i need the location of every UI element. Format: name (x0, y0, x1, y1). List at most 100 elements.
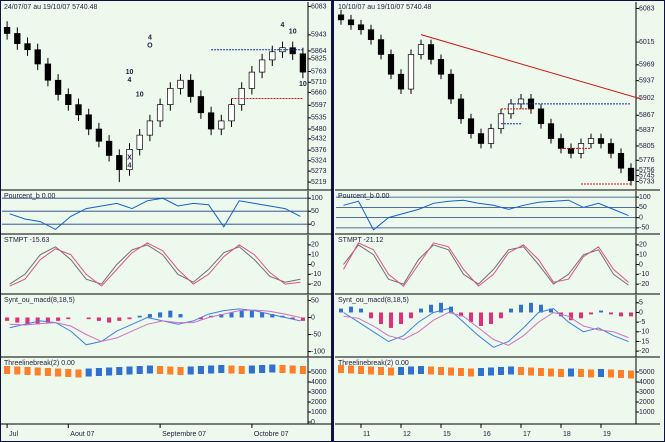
candle-body (116, 155, 123, 171)
y-tick-label: -20 (311, 281, 321, 288)
histogram-bar (249, 310, 254, 318)
histogram-bar (459, 312, 463, 317)
histogram-bar (419, 308, 423, 313)
break-bar (44, 368, 51, 376)
break-bar (458, 368, 464, 376)
candle-body (289, 47, 296, 55)
candle-body (337, 14, 345, 21)
break-bar (578, 369, 584, 377)
candle-body (136, 134, 143, 150)
y-tick-label: 5480 (311, 126, 327, 133)
y-tick-label: 5867 (639, 112, 655, 119)
y-tick-label: 5432 (311, 136, 327, 143)
y-tick-label: 20 (639, 242, 647, 249)
break-bar (348, 365, 354, 374)
candle-body (437, 59, 445, 75)
y-tick-label: 6083 (639, 5, 655, 12)
break-bar (628, 370, 634, 379)
y-tick-label: 10 (311, 252, 319, 259)
break-bar (548, 368, 554, 377)
pane-title: 10/10/07 au 19/10/07 5740.48 (338, 4, 432, 11)
y-tick-label: 5000 (311, 369, 327, 376)
candle-body (347, 19, 355, 26)
y-tick-label: -100 (311, 348, 325, 355)
candle-body (547, 123, 555, 139)
candle-body (248, 71, 256, 89)
candle-body (105, 140, 113, 156)
y-tick-label: 5 (639, 300, 643, 307)
y-tick-label: 0 (639, 261, 643, 268)
pane-title: STMPT -21.12 (338, 237, 383, 244)
break-bar (528, 367, 534, 376)
y-tick-label: 5756 (639, 167, 655, 174)
histogram-bar (198, 317, 203, 320)
x-tick-label: 17 (523, 431, 531, 438)
break-bar (518, 367, 524, 375)
histogram-bar (499, 312, 503, 319)
histogram-bar (147, 314, 152, 318)
break-bar (568, 368, 574, 377)
break-bar (65, 369, 72, 377)
histogram-bar (579, 312, 583, 319)
break-bar (279, 365, 286, 373)
candle-body (269, 51, 276, 61)
break-bar (338, 365, 344, 373)
indicator-line (9, 242, 301, 287)
candle-body (397, 73, 405, 90)
break-bar (126, 366, 133, 375)
break-bar (438, 367, 444, 375)
histogram-bar (86, 317, 91, 320)
break-bar (618, 370, 624, 378)
histogram-bar (569, 312, 573, 321)
candle-body (197, 96, 205, 114)
candle-body (167, 88, 174, 105)
break-bar (75, 369, 82, 378)
candle-body (187, 79, 194, 97)
candle-body (447, 73, 455, 100)
histogram-bar (339, 308, 343, 313)
histogram-bar (260, 312, 265, 318)
candle-body (75, 104, 82, 116)
candle-body (617, 153, 625, 169)
histogram-bar (429, 304, 433, 313)
candle-body (65, 94, 72, 105)
histogram-bar (5, 317, 10, 321)
histogram-bar (599, 310, 603, 313)
y-tick-label: 5597 (311, 102, 327, 109)
y-tick-label: 1000 (311, 409, 327, 416)
histogram-bar (25, 317, 30, 325)
histogram-bar (290, 317, 295, 320)
break-bar (299, 366, 306, 374)
break-bar (14, 366, 21, 375)
break-bar (358, 366, 364, 374)
break-bar (55, 368, 62, 377)
histogram-bar (479, 312, 483, 326)
candle-body (156, 104, 164, 122)
y-tick-label: 5825 (311, 56, 327, 63)
break-bar (238, 366, 245, 374)
annotation: 4 (281, 22, 285, 29)
candle-body (95, 128, 103, 142)
histogram-bar (629, 312, 633, 317)
break-bar (167, 366, 174, 375)
candle-body (228, 104, 235, 122)
histogram-bar (117, 317, 122, 321)
annotation: O (147, 43, 153, 50)
pane-title: Synt_ou_macd(8,18,5) (4, 297, 75, 304)
candle-body (3, 27, 11, 34)
annotation: 10 (299, 81, 307, 88)
x-tick-label: Jul (9, 431, 18, 438)
y-tick-label: 5376 (311, 147, 327, 154)
y-tick-label: -15 (639, 338, 649, 345)
candle-body (207, 112, 215, 130)
break-bar (508, 366, 514, 375)
y-tick-label: 5710 (311, 79, 327, 86)
candle-body (567, 148, 575, 154)
break-bar (24, 367, 31, 375)
left-panel (1, 1, 331, 441)
histogram-bar (66, 317, 71, 320)
y-tick-label: 20 (311, 242, 319, 249)
candle-body (299, 53, 307, 73)
y-tick-label: -50 (639, 225, 649, 232)
